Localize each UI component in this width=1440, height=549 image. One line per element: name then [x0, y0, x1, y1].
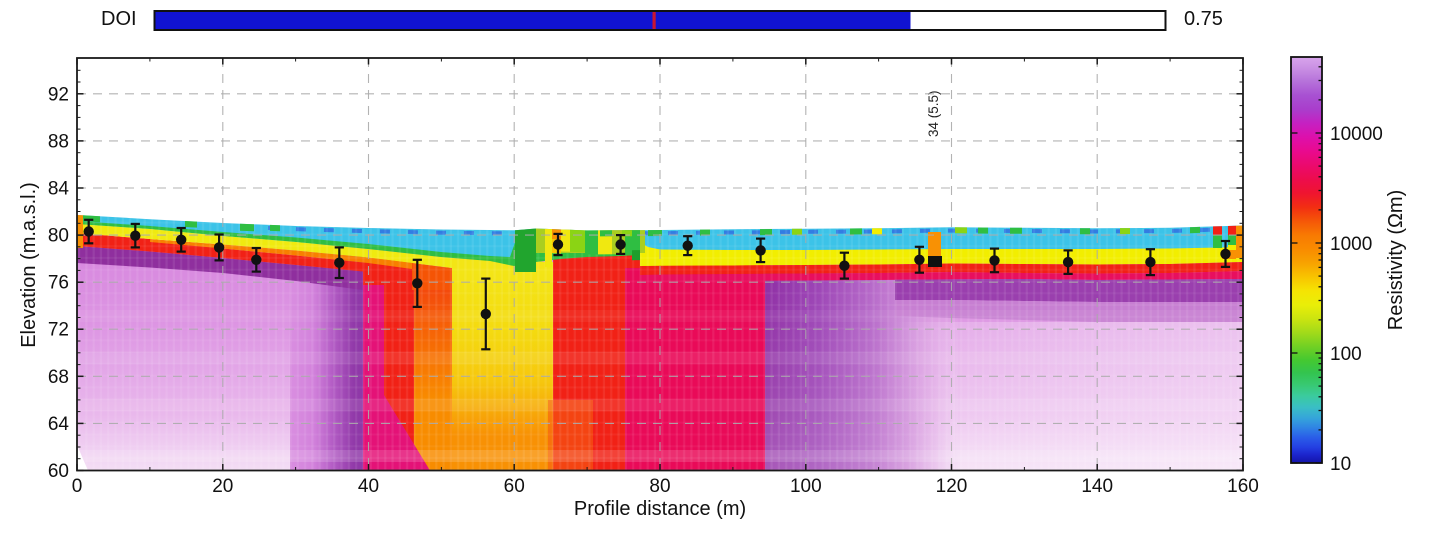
- svg-text:72: 72: [48, 320, 69, 341]
- svg-text:0: 0: [72, 476, 83, 497]
- svg-text:0.75: 0.75: [1184, 8, 1223, 30]
- svg-text:100: 100: [1330, 344, 1362, 365]
- svg-text:64: 64: [48, 414, 70, 435]
- svg-text:34 (5.5): 34 (5.5): [926, 90, 941, 137]
- svg-text:40: 40: [358, 476, 379, 497]
- svg-text:80: 80: [649, 476, 670, 497]
- svg-text:10000: 10000: [1330, 124, 1383, 145]
- svg-text:100: 100: [790, 476, 822, 497]
- svg-text:60: 60: [48, 461, 69, 482]
- svg-text:DOI: DOI: [101, 8, 137, 30]
- svg-text:88: 88: [48, 131, 69, 152]
- svg-text:120: 120: [936, 476, 968, 497]
- svg-text:68: 68: [48, 367, 69, 388]
- svg-text:76: 76: [48, 273, 69, 294]
- svg-text:1000: 1000: [1330, 234, 1372, 255]
- svg-text:84: 84: [48, 179, 70, 200]
- svg-text:Elevation (m.a.s.l.): Elevation (m.a.s.l.): [18, 182, 40, 348]
- svg-text:Resistivity (Ωm): Resistivity (Ωm): [1385, 190, 1407, 331]
- svg-text:Profile distance (m): Profile distance (m): [574, 498, 746, 520]
- svg-text:10: 10: [1330, 454, 1351, 475]
- svg-text:160: 160: [1227, 476, 1259, 497]
- svg-text:60: 60: [504, 476, 525, 497]
- svg-text:140: 140: [1081, 476, 1113, 497]
- svg-text:92: 92: [48, 84, 69, 105]
- svg-text:20: 20: [212, 476, 233, 497]
- svg-text:80: 80: [48, 226, 69, 247]
